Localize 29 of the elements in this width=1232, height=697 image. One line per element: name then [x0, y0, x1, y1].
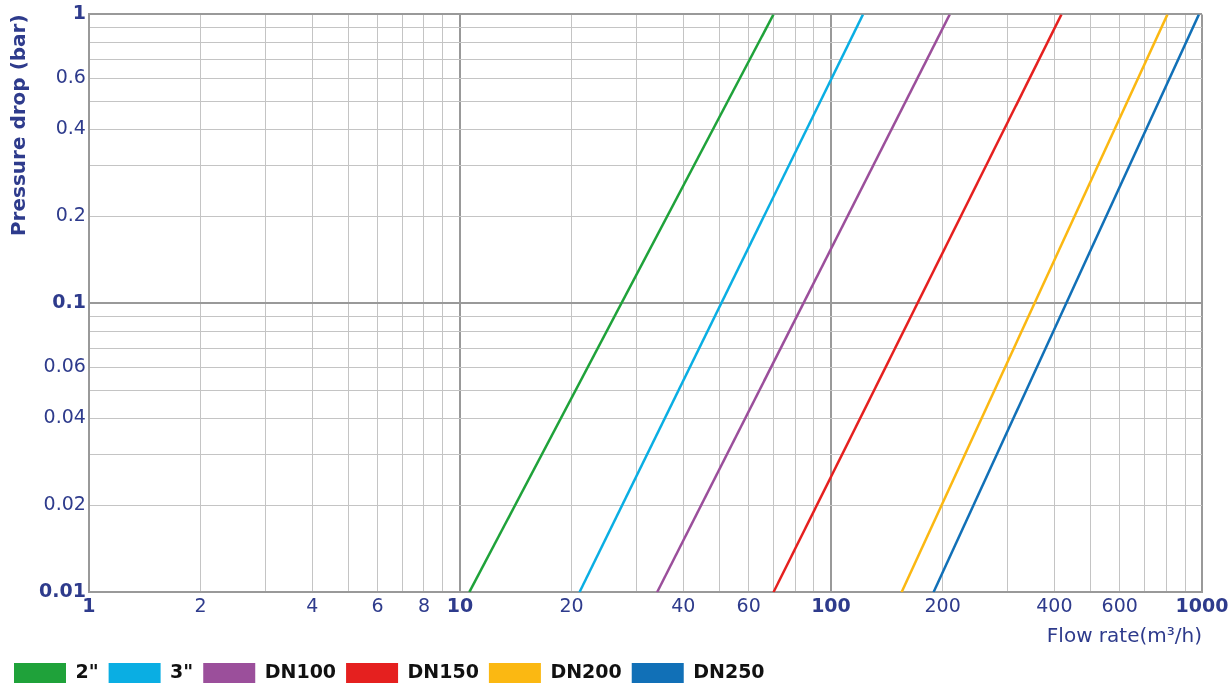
x-tick-label: 20 [559, 593, 584, 616]
x-tick-label: 40 [671, 593, 696, 616]
x-tick-label: 60 [736, 593, 761, 616]
y-tick-label: 0.1 [52, 290, 86, 313]
x-tick-label: 100 [811, 593, 851, 616]
legend-label: DN150 [407, 659, 479, 682]
legend-label: DN250 [693, 659, 765, 682]
y-tick-label: 0.2 [55, 203, 86, 226]
y-tick-label: 0.4 [55, 116, 86, 139]
x-tick-label: 1000 [1175, 593, 1229, 616]
x-tick-label: 600 [1101, 593, 1138, 616]
legend-label: 3" [170, 659, 194, 682]
x-tick-label: 2 [194, 593, 207, 616]
legend-label: DN200 [550, 659, 622, 682]
x-axis-title: Flow rate(m³/h) [1046, 623, 1202, 648]
y-tick-label: 0.02 [43, 492, 86, 515]
legend-label: 2" [75, 659, 99, 682]
x-tick-label: 200 [924, 593, 961, 616]
x-tick-label: 400 [1036, 593, 1073, 616]
y-tick-label: 0.04 [43, 405, 86, 428]
y-tick-label: 0.06 [43, 354, 86, 377]
x-tick-label: 4 [306, 593, 319, 616]
legend-label: DN100 [264, 659, 337, 682]
x-tick-label: 6 [371, 593, 384, 616]
y-tick-label: 1 [72, 1, 86, 24]
y-tick-label: 0.6 [55, 65, 86, 88]
x-tick-label: 8 [417, 593, 431, 616]
y-axis-title: Pressure drop (bar) [6, 14, 31, 237]
x-tick-label: 10 [446, 593, 474, 616]
